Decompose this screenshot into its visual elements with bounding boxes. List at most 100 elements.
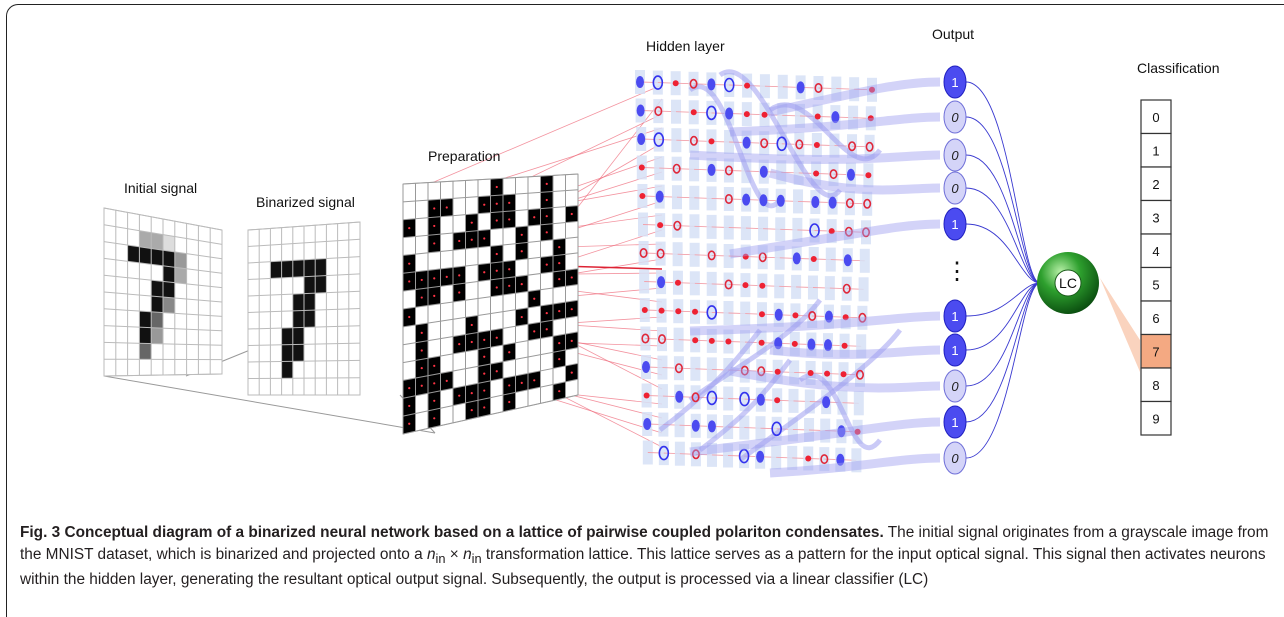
output-fan-band [729,112,941,137]
neuron-open [652,75,664,90]
lattice-cell [315,258,327,277]
neuron-filled [796,81,805,94]
neuron-filled [742,136,751,149]
output-value: 0 [951,379,959,394]
preparation-dot [545,215,548,218]
lattice-cell [139,311,152,328]
lattice-tile [861,220,871,245]
preparation-dot [483,203,486,206]
lattice-tile [858,277,869,302]
class-label: 2 [1152,177,1159,192]
grid-line [247,325,361,330]
hidden-connection-band [688,84,782,209]
preparation-dot [558,310,561,313]
grid-line [247,377,361,379]
neuron-filled [843,254,852,267]
class-label: 3 [1152,211,1159,226]
output-fan-band [769,77,941,117]
neuron-filled [837,425,846,438]
output-neuron [943,299,967,333]
preparation-dot [508,351,511,354]
neuron-ring [814,83,823,94]
output-neuron [943,65,967,99]
grid-line [402,378,579,417]
preparation-dot [420,384,423,387]
classification-column: 0 1 2 3 4 5 6 7 8 9 [1140,99,1172,436]
preparation-dot [433,207,436,210]
output-value: 0 [951,451,959,466]
preparation-dot [458,274,461,277]
neuron-spot [744,82,751,89]
lattice-tile [864,134,875,159]
neuron-ring [858,312,867,323]
neuron-ring [672,163,681,174]
neuron-spot [690,109,697,116]
neuron-ring [724,194,733,205]
preparation-dot [408,315,411,319]
neuron-filled [655,190,664,203]
neuron-spot [674,279,681,286]
neuron-ring [740,365,749,376]
grid-line [247,359,361,363]
lattice-tile [857,305,868,330]
neuron-ring [707,250,716,261]
lc-label: LC [1059,275,1077,291]
lattice-cell [163,297,175,314]
neuron-ring [820,454,829,465]
lattice-cell [315,275,327,294]
neuron-ring [855,369,864,380]
preparation-dot [570,371,573,374]
preparation-dot [545,182,548,185]
neuron-ring [639,248,648,259]
preparation-dot [508,384,511,387]
neuron-ring [861,227,870,238]
preparation-dot [483,271,486,274]
neuron-ring [845,198,854,209]
neuron-filled [725,107,734,120]
preparation-dot [558,390,561,393]
grid-line [402,331,579,364]
neuron-filled [642,361,650,373]
neuron-spot [807,370,814,376]
neuron-ring [863,198,872,209]
neuron-ring [641,333,650,344]
neuron-open [771,421,782,437]
neuron-spot [759,282,766,289]
neuron-ring [757,366,766,377]
preparation-dot [570,308,573,311]
lattice-cell [174,267,187,284]
neuron-spot [743,111,750,118]
preparation-dot [533,297,536,300]
preparation-dot [508,268,511,271]
class-label: 4 [1152,244,1159,259]
grid-line [402,284,579,310]
caption-times: × [445,545,464,563]
neuron-spot [854,428,861,435]
class-label: 5 [1152,278,1159,293]
neuron-open [706,390,718,406]
preparation-dot [483,237,486,240]
preparation-dot [470,221,473,224]
output-fan-band [689,150,941,164]
neuron-filled [636,76,644,88]
lattice-cell [163,250,175,268]
neuron-filled [759,194,768,207]
neuron-filled [643,418,652,430]
preparation-dot [558,342,561,345]
neuron-filled [824,339,832,352]
neuron-filled [824,310,833,323]
neuron-filled [828,196,837,209]
output-fan-band [769,345,941,359]
neuron-ring [829,169,838,180]
output-fan-band [689,417,941,457]
neuron-ring [691,392,700,403]
neuron-spot [842,314,849,321]
preparation-dot [408,404,411,408]
output-value: 1 [951,415,958,430]
class-label: 1 [1152,144,1159,159]
preparation-dot [420,278,423,282]
lattice-cell [127,245,140,263]
grid-line [103,291,223,303]
neuron-spot [792,312,799,319]
output-neuron [943,100,967,134]
